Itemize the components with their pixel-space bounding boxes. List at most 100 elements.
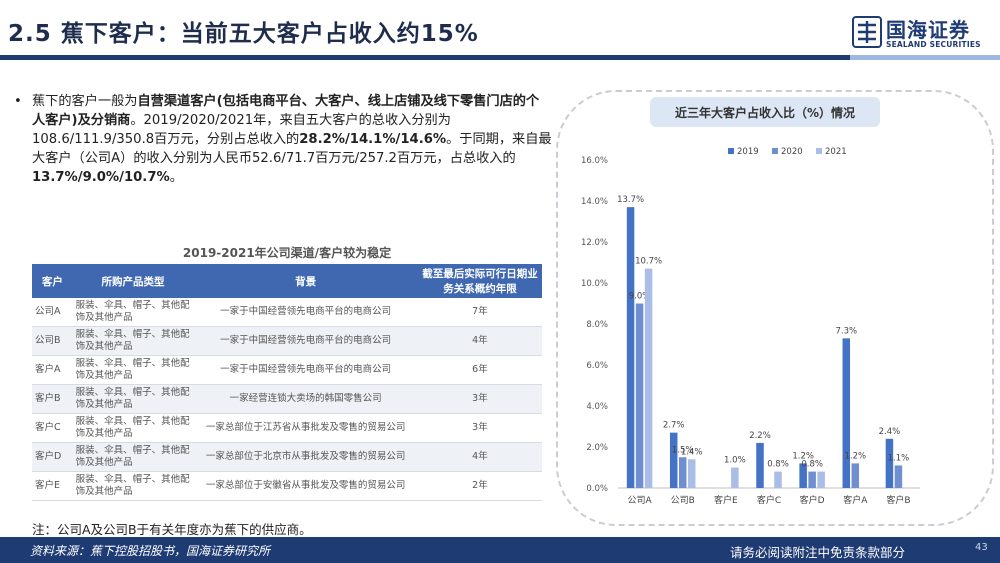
y-tick-label: 16.0%: [581, 156, 608, 166]
company-logo: 国海证券 SEALAND SECURITIES: [852, 12, 992, 56]
bar-2020: [808, 471, 816, 488]
cell-customer: 客户E: [32, 471, 73, 501]
x-tick-label: 客户A: [843, 494, 868, 506]
bar-2021: [774, 471, 782, 488]
cell-years: 6年: [417, 355, 542, 385]
cell-years: 4年: [417, 442, 542, 472]
source-note: 资料来源：蕉下控股招股书，国海证券研究所: [30, 544, 271, 558]
cell-background: 一家于中国经营领先电商平台的电商公司: [193, 326, 418, 356]
y-tick-label: 8.0%: [586, 320, 608, 330]
table-row: 公司A 服装、伞具、帽子、其他配饰及其他产品 一家于中国经营领先电商平台的电商公司 7…: [32, 298, 542, 327]
col-header-products: 所购产品类型: [72, 264, 194, 298]
bullet-bold-shares: 28.2%/14.1%/14.6%: [299, 132, 447, 147]
table-row: 客户A 服装、伞具、帽子、其他配饰及其他产品 一家于中国经营领先电商平台的电商公司 6…: [32, 355, 542, 385]
data-label: 1.2%: [792, 451, 814, 461]
cell-background: 一家于中国经营领先电商平台的电商公司: [193, 355, 418, 385]
sealand-logo-icon: [852, 16, 882, 48]
cell-products: 服装、伞具、帽子、其他配饰及其他产品: [72, 355, 194, 385]
cell-products: 服装、伞具、帽子、其他配饰及其他产品: [72, 442, 194, 472]
customer-revenue-share-chart: 0.0% 2.0% 4.0% 6.0% 8.0% 10.0% 12.0% 14.0% 16.0%…: [581, 147, 920, 506]
data-label: 1.2%: [844, 451, 866, 461]
chart-title-box: [650, 97, 880, 127]
page-number: 43: [975, 542, 988, 553]
cell-years: 4年: [417, 326, 542, 356]
table-header-row: 客户 所购产品类型 背景 截至最后实际可行日期业务关系概约年限: [32, 264, 542, 298]
y-tick-label: 2.0%: [586, 443, 608, 453]
table-note: 注：公司A及公司B于有关年度亦为蕉下的供应商。: [32, 522, 312, 537]
footer-bar: 资料来源：蕉下控股招股书，国海证券研究所 请务必阅读附注中免责条款部分 43: [0, 537, 1000, 563]
cell-years: 3年: [417, 413, 542, 443]
x-tick-label: 客户C: [757, 494, 781, 506]
header-rule-accent: [850, 55, 1000, 60]
cell-background: 一家总部位于安徽省从事批发及零售的贸易公司: [193, 471, 418, 501]
x-tick-label: 客户E: [714, 494, 738, 506]
bullet-dot: •: [14, 94, 22, 109]
bar-2019: [626, 207, 635, 488]
cell-customer: 公司A: [32, 298, 73, 327]
cell-customer: 客户A: [32, 355, 73, 385]
data-label: 2.4%: [879, 427, 901, 437]
y-tick-label: 4.0%: [586, 402, 608, 412]
bullet-bold-top-share: 13.7%/9.0%/10.7%: [32, 170, 170, 185]
y-tick-label: 14.0%: [581, 197, 608, 207]
cell-background: 一家于中国经营领先电商平台的电商公司: [193, 298, 418, 327]
bar-2019: [842, 338, 851, 488]
x-tick-label: 客户B: [886, 494, 910, 506]
y-tick-label: 10.0%: [581, 279, 608, 289]
table-title: 2019-2021年公司渠道/客户较为稳定: [182, 246, 392, 260]
cell-years: 7年: [417, 298, 542, 327]
bar-2019: [885, 438, 894, 488]
logo-english-name: SEALAND SECURITIES: [886, 40, 981, 49]
data-label: 7.3%: [835, 326, 857, 336]
page-title: 2.5 蕉下客户：当前五大客户占收入约15%: [8, 21, 479, 47]
table-row: 客户E 服装、伞具、帽子、其他配饰及其他产品 一家总部位于安徽省从事批发及零售的贸易…: [32, 471, 542, 501]
cell-products: 服装、伞具、帽子、其他配饰及其他产品: [72, 298, 194, 327]
bar-2021: [644, 268, 653, 488]
bar-2019: [756, 442, 764, 488]
data-label: 0.8%: [801, 460, 823, 470]
bar-2020: [678, 457, 687, 488]
bar-2019: [669, 432, 678, 488]
data-label: 0.8%: [767, 460, 789, 470]
header-rule: [0, 55, 1000, 60]
summary-bullet: • 蕉下的客户一般为自营渠道客户(包括电商平台、大客户、线上店铺及线下零售门店的…: [14, 92, 552, 187]
x-tick-label: 公司B: [671, 495, 695, 506]
bar-2021: [817, 471, 825, 488]
legend-label: 2019: [737, 147, 759, 157]
customer-table: 客户 所购产品类型 背景 截至最后实际可行日期业务关系概约年限 公司A 服装、伞具…: [32, 264, 542, 501]
x-tick-label: 公司A: [627, 495, 652, 506]
data-label: 1.1%: [888, 453, 910, 463]
data-label: 1.4%: [681, 447, 703, 457]
cell-background: 一家总部位于江苏省从事批发及零售的贸易公司: [193, 413, 418, 443]
bullet-text-1: 蕉下的客户一般为: [32, 94, 138, 109]
chart-frame: [556, 90, 994, 526]
cell-products: 服装、伞具、帽子、其他配饰及其他产品: [72, 326, 194, 356]
bar-2020: [635, 303, 644, 488]
disclaimer: 请务必阅读附注中免责条款部分: [730, 545, 906, 560]
col-header-years: 截至最后实际可行日期业务关系概约年限: [417, 264, 542, 298]
x-tick-label: 客户D: [800, 494, 825, 506]
legend-swatch: [816, 148, 822, 154]
bar-2021: [731, 467, 739, 488]
y-tick-label: 12.0%: [581, 238, 608, 248]
legend-swatch: [772, 148, 778, 154]
cell-customer: 客户C: [32, 413, 73, 443]
col-header-background: 背景: [193, 264, 418, 298]
cell-customer: 客户D: [32, 442, 73, 472]
cell-background: 一家经营连锁大卖场的韩国零售公司: [193, 384, 418, 414]
bullet-text-2: 。2019/2020/2021年，来自五大客户的总收入分别为108.6/111.…: [32, 113, 451, 147]
bullet-text-4: 。: [169, 170, 183, 185]
data-label: 1.0%: [724, 456, 746, 466]
bar-2020: [851, 463, 860, 488]
table-row: 客户C 服装、伞具、帽子、其他配饰及其他产品 一家总部位于江苏省从事批发及零售的贸易…: [32, 413, 542, 443]
cell-products: 服装、伞具、帽子、其他配饰及其他产品: [72, 413, 194, 443]
bar-2020: [894, 465, 903, 488]
bullet-bold-channels: 自营渠道客户(包括电商平台、大客户、线上店铺及线下零售门店的个人客户)及分销商: [32, 94, 540, 128]
bar-2021: [687, 459, 696, 488]
cell-years: 2年: [417, 471, 542, 501]
logo-chinese-name: 国海证券: [886, 18, 970, 42]
cell-years: 3年: [417, 384, 542, 414]
data-label: 2.2%: [749, 431, 771, 441]
data-label: 1.5%: [672, 445, 694, 455]
cell-products: 服装、伞具、帽子、其他配饰及其他产品: [72, 471, 194, 501]
